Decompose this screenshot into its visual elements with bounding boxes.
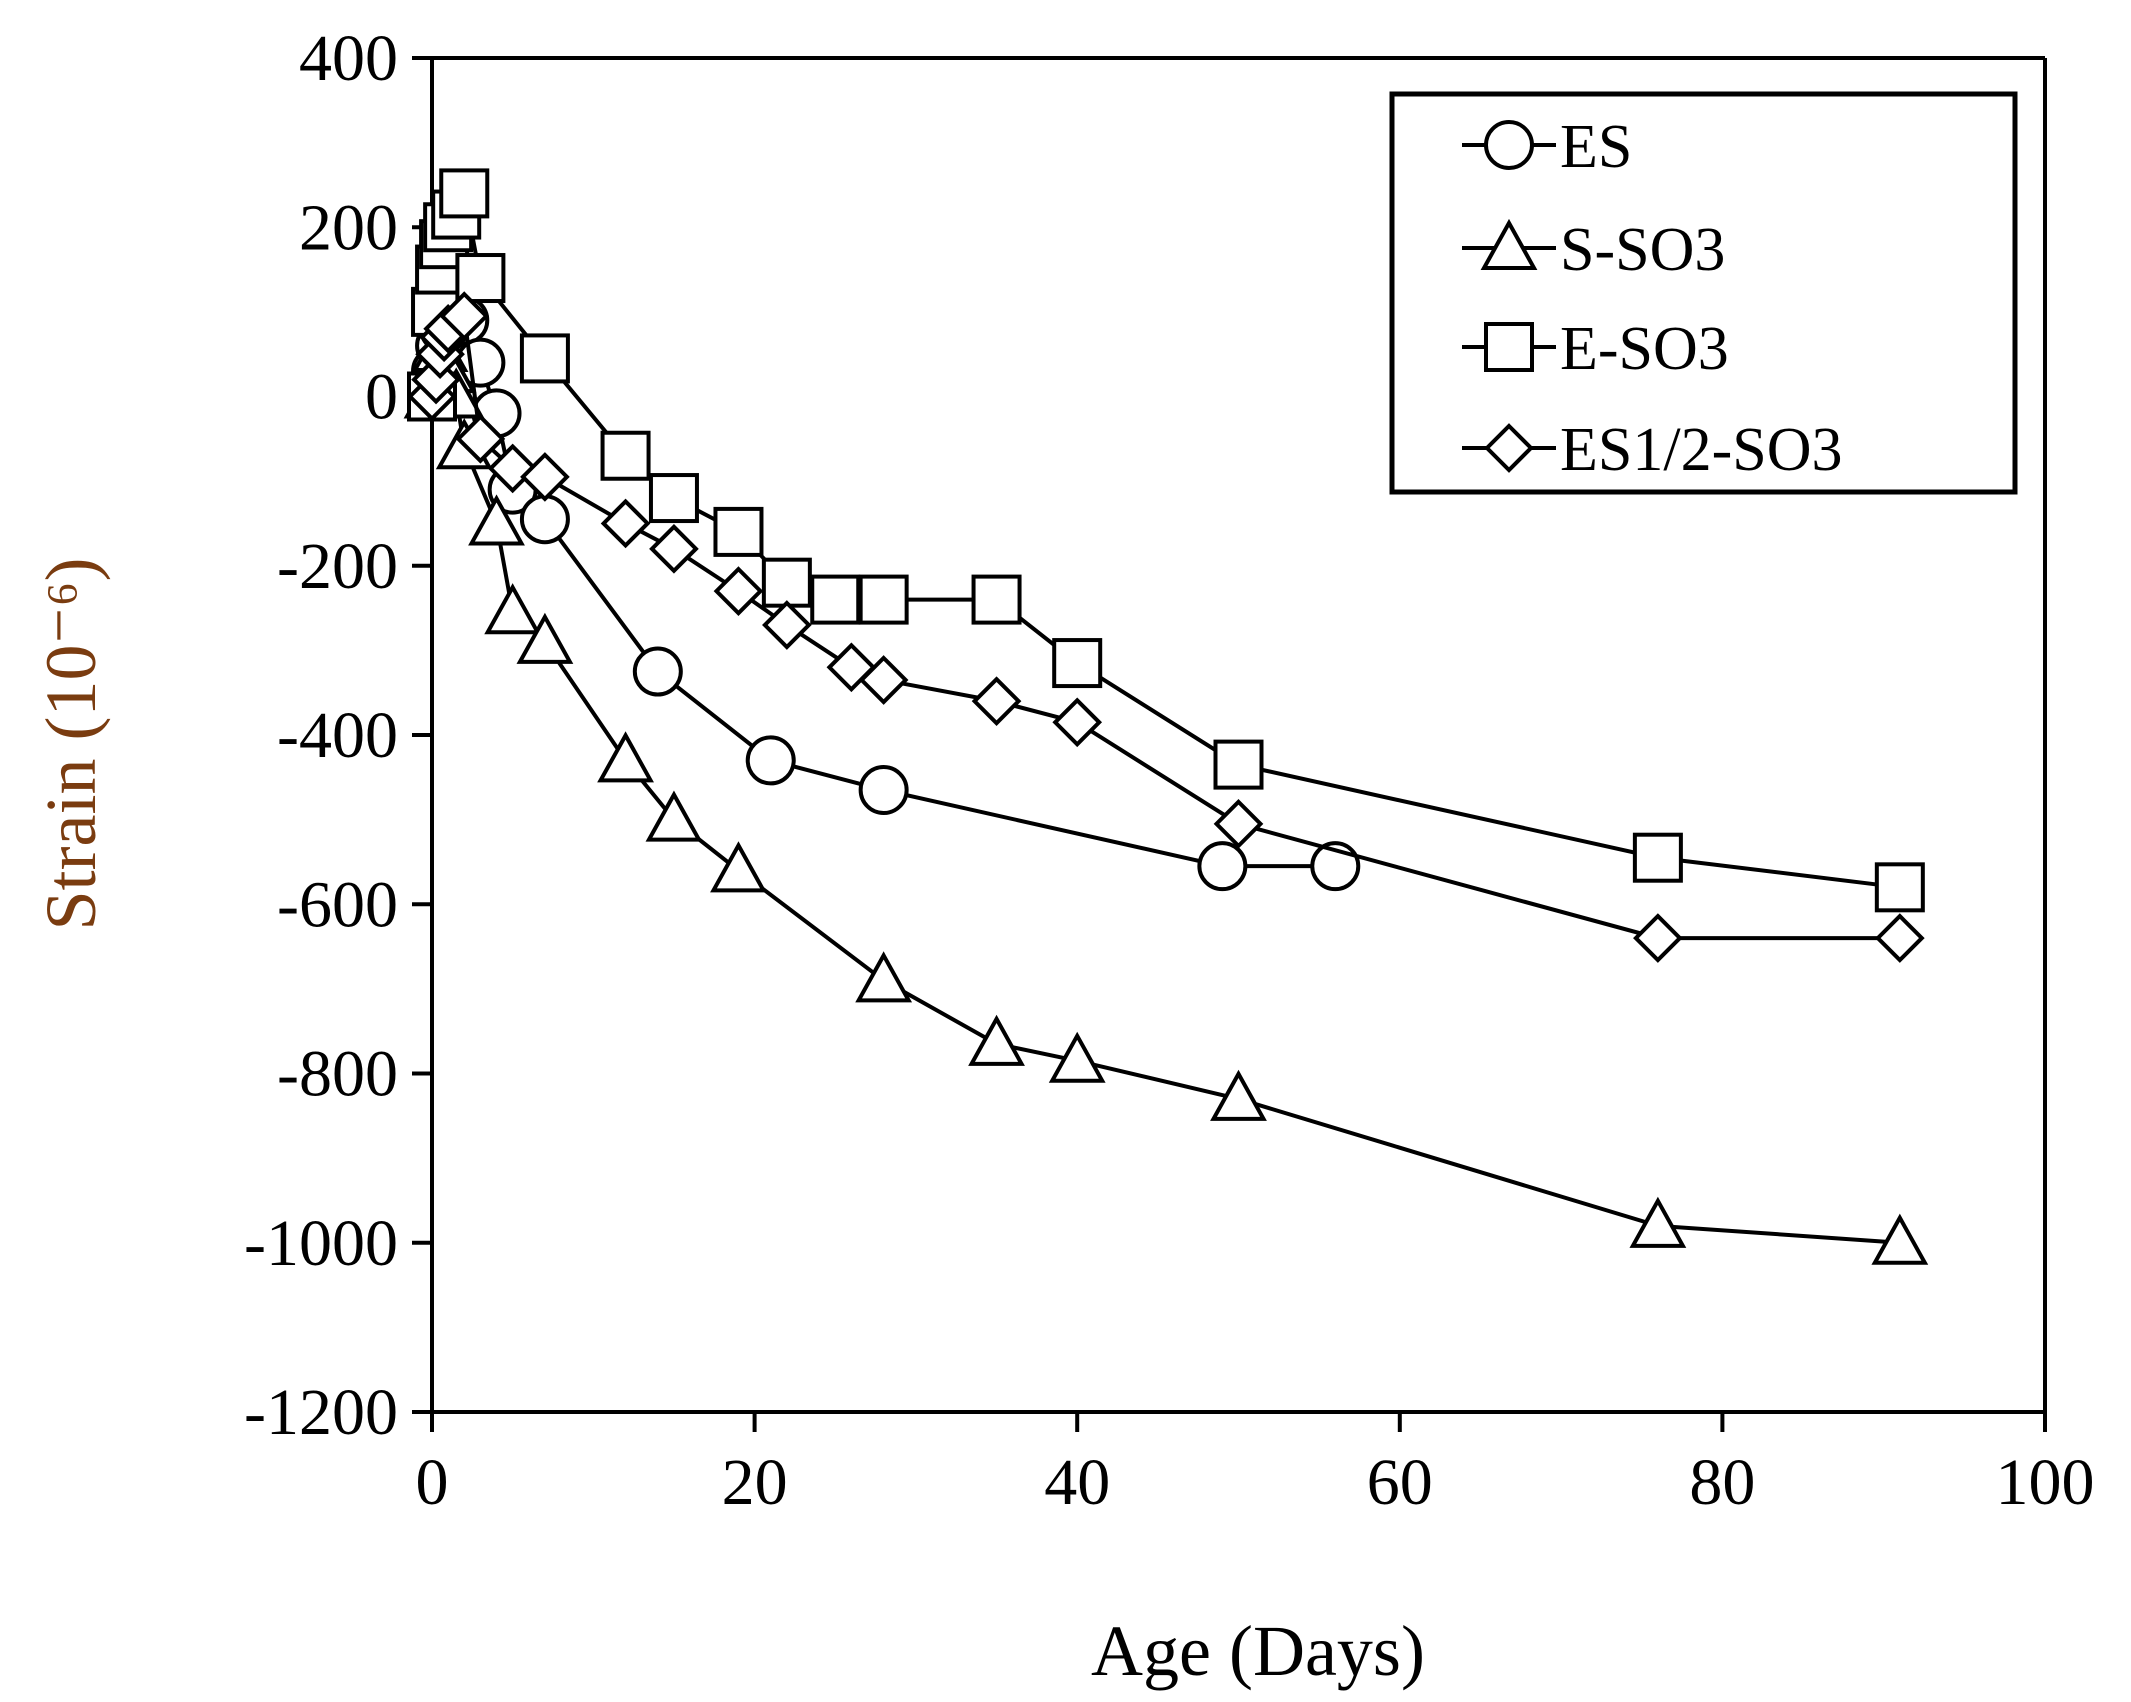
data-point-s-so3 bbox=[1629, 1196, 1687, 1248]
x-tick-label: 20 bbox=[722, 1446, 788, 1519]
data-point-es bbox=[519, 494, 570, 545]
data-point-es1-2-so3 bbox=[455, 413, 506, 464]
y-tick-label: 0 bbox=[365, 361, 398, 434]
data-point-es1-2-so3 bbox=[520, 452, 570, 502]
x-tick-label: 80 bbox=[1689, 1446, 1755, 1519]
series-e-so3 bbox=[407, 168, 1925, 913]
data-point-es1-2-so3 bbox=[1633, 913, 1683, 963]
data-point-es bbox=[1197, 841, 1248, 892]
data-point-e-so3 bbox=[713, 506, 764, 557]
data-point-e-so3 bbox=[519, 333, 570, 384]
data-point-es1-2-so3 bbox=[649, 523, 699, 574]
data-point-es1-2-so3 bbox=[1875, 913, 1925, 963]
data-point-e-so3 bbox=[1213, 739, 1264, 790]
x-tick-label: 0 bbox=[416, 1446, 449, 1519]
data-point-es1-2-so3 bbox=[762, 600, 812, 650]
data-point-e-so3 bbox=[858, 574, 909, 625]
data-point-e-so3 bbox=[971, 574, 1022, 625]
x-tick-label: 100 bbox=[1996, 1446, 2095, 1519]
data-point-s-so3 bbox=[1048, 1031, 1106, 1083]
y-tick-label: 400 bbox=[299, 22, 398, 95]
data-point-es1-2-so3 bbox=[1213, 799, 1264, 849]
data-point-e-so3 bbox=[439, 168, 490, 219]
data-point-s-so3 bbox=[597, 731, 654, 783]
data-point-s-so3 bbox=[1210, 1069, 1267, 1121]
data-point-s-so3 bbox=[645, 790, 703, 842]
y-tick-label: -400 bbox=[277, 699, 398, 772]
legend-label-es: ES bbox=[1560, 113, 1632, 181]
y-tick-label: 200 bbox=[299, 191, 398, 264]
data-point-s-so3 bbox=[1871, 1213, 1929, 1265]
legend-label-s-so3: S-SO3 bbox=[1560, 216, 1725, 284]
y-tick-label: -800 bbox=[277, 1038, 398, 1111]
data-point-s-so3 bbox=[484, 583, 542, 635]
data-point-s-so3 bbox=[710, 841, 767, 893]
data-point-s-so3 bbox=[968, 1014, 1025, 1066]
data-point-e-so3 bbox=[600, 430, 651, 481]
x-tick-label: 40 bbox=[1044, 1446, 1110, 1519]
legend-marker-es bbox=[1484, 120, 1534, 170]
data-point-e-so3 bbox=[810, 574, 861, 625]
y-tick-label: -600 bbox=[277, 868, 398, 941]
legend-label-es1-2-so3: ES1/2-SO3 bbox=[1560, 416, 1842, 484]
legend-marker-e-so3 bbox=[1484, 322, 1534, 372]
data-point-es bbox=[632, 646, 683, 697]
data-point-es bbox=[745, 735, 796, 786]
data-point-es1-2-so3 bbox=[858, 655, 909, 705]
y-tick-label: -1000 bbox=[244, 1207, 398, 1280]
series-layer bbox=[403, 168, 1929, 1265]
x-tick-label: 60 bbox=[1367, 1446, 1433, 1519]
y-axis-title: Strain (10⁻⁶) bbox=[31, 557, 111, 930]
data-point-e-so3 bbox=[1874, 862, 1925, 913]
legend-marker-s-so3 bbox=[1480, 218, 1538, 270]
x-axis-title: Age (Days) bbox=[1091, 1611, 1425, 1691]
data-point-e-so3 bbox=[1052, 638, 1103, 689]
legend-label-e-so3: E-SO3 bbox=[1560, 315, 1729, 383]
data-point-e-so3 bbox=[648, 473, 699, 524]
data-point-s-so3 bbox=[468, 494, 525, 546]
y-tick-label: -200 bbox=[277, 530, 398, 603]
data-point-es bbox=[858, 765, 909, 816]
data-point-e-so3 bbox=[761, 557, 812, 608]
legend-marker-es1-2-so3 bbox=[1484, 423, 1534, 473]
series-es1-2-so3 bbox=[407, 291, 1925, 963]
legend: ES S-SO3 E-SO3 ES1/2-SO3 bbox=[1389, 91, 2018, 495]
data-point-es1-2-so3 bbox=[439, 291, 490, 341]
data-point-s-so3 bbox=[516, 612, 574, 664]
data-point-es1-2-so3 bbox=[713, 566, 764, 616]
data-point-es1-2-so3 bbox=[1052, 697, 1103, 748]
data-point-es1-2-so3 bbox=[971, 676, 1022, 726]
data-point-es1-2-so3 bbox=[600, 498, 651, 549]
y-tick-label: -1200 bbox=[244, 1376, 398, 1449]
data-point-s-so3 bbox=[855, 951, 913, 1003]
data-point-e-so3 bbox=[1632, 832, 1683, 883]
